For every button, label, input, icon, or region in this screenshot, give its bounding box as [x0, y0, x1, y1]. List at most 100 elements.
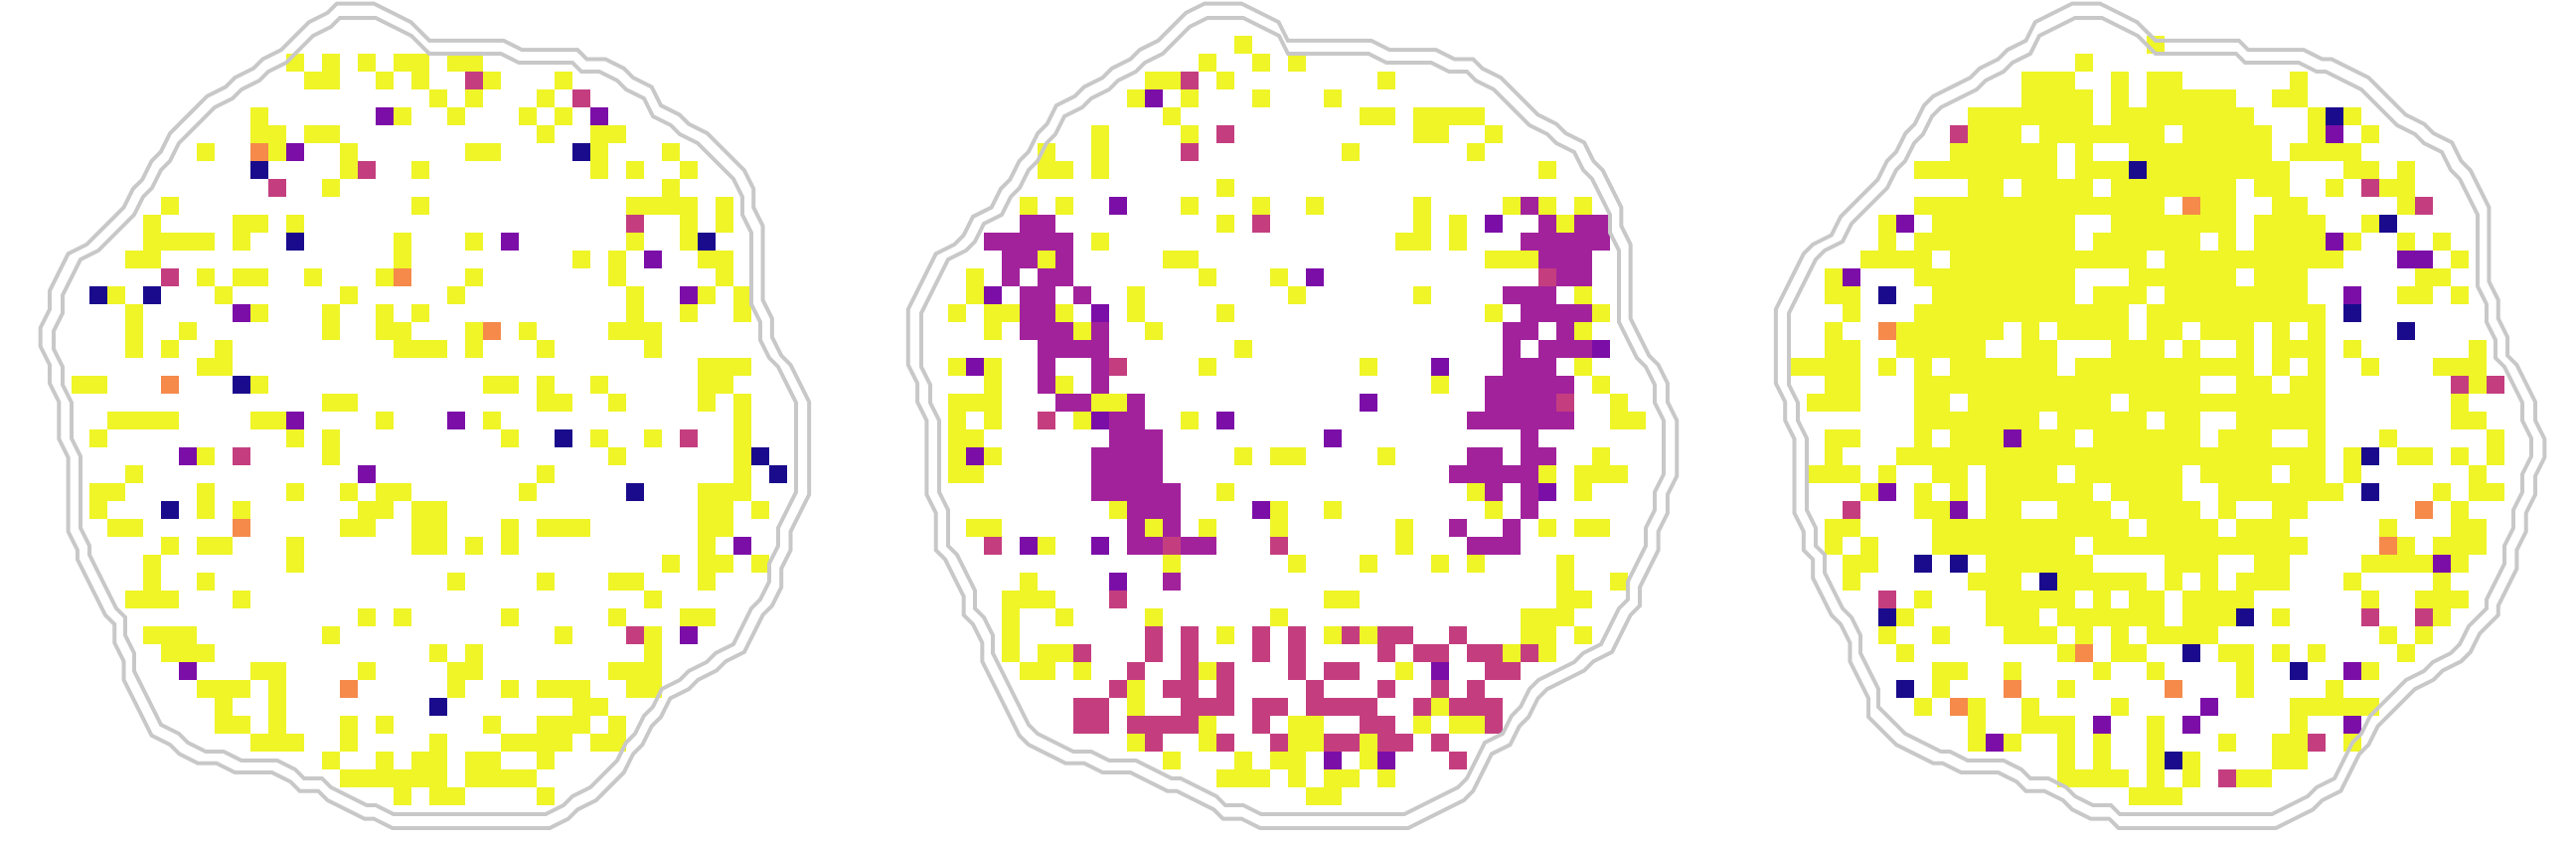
voxel: [250, 125, 268, 143]
voxel: [519, 322, 537, 340]
voxel: [1932, 215, 1950, 233]
voxel: [1216, 483, 1234, 501]
voxel: [1950, 447, 1968, 465]
voxel: [394, 769, 411, 787]
voxel: [1413, 644, 1431, 662]
voxel: [2165, 787, 2182, 805]
voxel: [733, 429, 751, 447]
voxel: [429, 644, 447, 662]
voxel: [662, 179, 680, 197]
voxel: [1914, 483, 1932, 501]
voxel: [2165, 304, 2182, 322]
voxel: [2039, 358, 2057, 376]
voxel: [1968, 322, 1986, 340]
voxel: [698, 358, 716, 376]
voxel: [1413, 698, 1431, 716]
voxel: [2290, 268, 2308, 286]
voxel: [1020, 215, 1038, 233]
voxel: [2433, 483, 2451, 501]
voxel: [716, 483, 733, 501]
voxel: [2057, 483, 2075, 501]
voxel: [483, 752, 501, 769]
voxel: [1306, 197, 1324, 215]
voxel: [2129, 429, 2147, 447]
voxel: [107, 412, 125, 429]
voxel: [340, 483, 358, 501]
voxel: [125, 322, 143, 340]
voxel: [698, 573, 716, 591]
voxel: [2290, 251, 2308, 268]
voxel: [1896, 680, 1914, 698]
voxel: [1503, 519, 1521, 537]
voxel: [555, 716, 572, 734]
voxel: [2218, 501, 2236, 519]
voxel: [1556, 322, 1574, 340]
voxel: [2147, 215, 2165, 233]
voxel: [2200, 626, 2218, 644]
voxel: [1467, 465, 1485, 483]
voxel: [1109, 591, 1127, 608]
voxel: [2236, 143, 2254, 161]
voxel: [2093, 447, 2111, 465]
voxel: [1950, 519, 1968, 537]
voxel: [1914, 412, 1932, 429]
voxel: [1431, 698, 1449, 716]
voxel: [1485, 662, 1503, 680]
voxel: [2236, 769, 2254, 787]
voxel: [2343, 447, 2361, 465]
voxel: [1503, 644, 1521, 662]
voxel: [2343, 143, 2361, 161]
voxel: [1521, 197, 1538, 215]
voxel: [1395, 662, 1413, 680]
voxel: [2308, 143, 2326, 161]
voxel: [1896, 322, 1914, 340]
voxel: [1950, 340, 1968, 358]
voxel: [1574, 304, 1592, 322]
voxel: [2290, 215, 2308, 233]
voxel: [590, 376, 608, 394]
voxel: [2433, 537, 2451, 555]
voxel: [501, 376, 519, 394]
voxel: [2397, 251, 2415, 268]
voxel: [2057, 644, 2075, 662]
voxel: [2004, 429, 2021, 447]
voxel: [2111, 251, 2129, 268]
voxel: [1199, 734, 1216, 752]
voxel: [2200, 537, 2218, 555]
voxel: [2147, 787, 2165, 805]
voxel: [626, 304, 644, 322]
voxel: [250, 376, 268, 394]
voxel: [1073, 394, 1091, 412]
voxel: [1485, 304, 1503, 322]
voxel: [698, 501, 716, 519]
voxel: [2129, 591, 2147, 608]
voxel: [2182, 752, 2200, 769]
voxel: [2165, 752, 2182, 769]
voxel: [1968, 304, 1986, 322]
voxel: [233, 680, 250, 698]
voxel: [1324, 787, 1342, 805]
voxel: [1932, 286, 1950, 304]
voxel: [2361, 358, 2379, 376]
voxel: [2415, 608, 2433, 626]
voxel: [2469, 376, 2487, 394]
voxel: [1109, 465, 1127, 483]
voxel: [2451, 358, 2469, 376]
voxel: [1270, 268, 1288, 286]
voxel: [2218, 179, 2236, 197]
voxel: [394, 322, 411, 340]
voxel: [1252, 626, 1270, 644]
voxel: [2254, 143, 2272, 161]
voxel: [1932, 340, 1950, 358]
voxel: [501, 680, 519, 698]
voxel: [376, 501, 394, 519]
voxel: [1503, 394, 1521, 412]
voxel: [2290, 537, 2308, 555]
voxel: [2200, 698, 2218, 716]
voxel: [1038, 322, 1055, 340]
voxel: [2004, 125, 2021, 143]
voxel: [1395, 734, 1413, 752]
voxel: [1377, 107, 1395, 125]
voxel: [1306, 268, 1324, 286]
voxel: [2236, 447, 2254, 465]
